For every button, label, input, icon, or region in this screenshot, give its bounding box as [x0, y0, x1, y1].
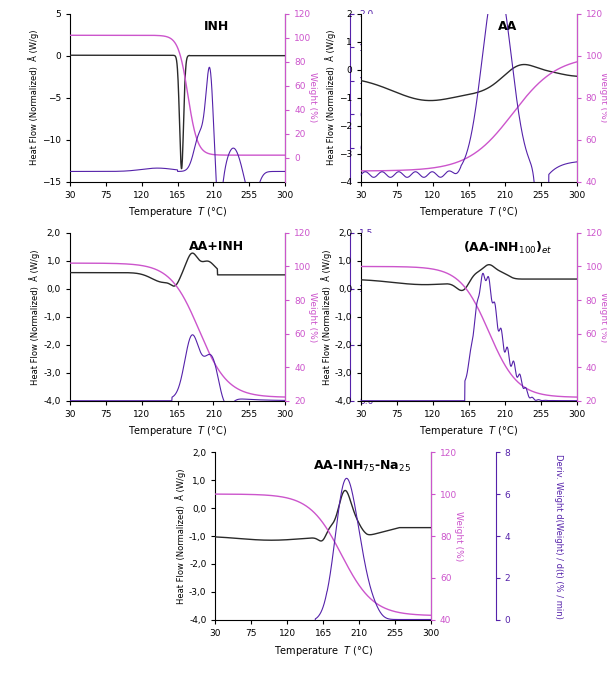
Y-axis label: Weight (%): Weight (%)	[308, 73, 317, 123]
X-axis label: Temperature  $T$ (°C): Temperature $T$ (°C)	[128, 205, 227, 219]
Y-axis label: Weight (%): Weight (%)	[600, 73, 607, 123]
Y-axis label: Deriv. Weight d(Weight) / d(T) (% / °C): Deriv. Weight d(Weight) / d(T) (% / °C)	[417, 17, 426, 178]
Text: AA+INH: AA+INH	[189, 240, 244, 253]
Y-axis label: Weight (%): Weight (%)	[454, 511, 463, 561]
Y-axis label: Heat Flow (Normalized)  Å (W/g): Heat Flow (Normalized) Å (W/g)	[325, 30, 336, 165]
Y-axis label: Deriv. Weight d(Weight) / d(T) (% / °C): Deriv. Weight d(Weight) / d(T) (% / °C)	[417, 236, 426, 397]
Text: AA: AA	[498, 21, 517, 34]
Text: INH: INH	[204, 21, 229, 34]
Y-axis label: Heat Flow (Normalized)  Å (W/g): Heat Flow (Normalized) Å (W/g)	[175, 469, 186, 603]
Y-axis label: Heat Flow (Normalized)  Å (W/g): Heat Flow (Normalized) Å (W/g)	[30, 249, 41, 384]
X-axis label: Temperature  $T$ (°C): Temperature $T$ (°C)	[128, 424, 227, 438]
X-axis label: Temperature  $T$ (°C): Temperature $T$ (°C)	[274, 643, 373, 658]
Y-axis label: Weight (%): Weight (%)	[308, 292, 317, 342]
Y-axis label: Weight (%): Weight (%)	[600, 292, 607, 342]
Y-axis label: Heat Flow (Normalized)  Å (W/g): Heat Flow (Normalized) Å (W/g)	[321, 249, 332, 384]
Text: AA-INH$_{75}$-Na$_{25}$: AA-INH$_{75}$-Na$_{25}$	[313, 459, 411, 474]
Y-axis label: Deriv. Weight d(Weight) / d(t) (% / min): Deriv. Weight d(Weight) / d(t) (% / min)	[554, 453, 563, 619]
X-axis label: Temperature  $T$ (°C): Temperature $T$ (°C)	[419, 424, 518, 438]
X-axis label: Temperature  $T$ (°C): Temperature $T$ (°C)	[419, 205, 518, 219]
Y-axis label: Heat Flow (Normalized)  Å (W/g): Heat Flow (Normalized) Å (W/g)	[28, 30, 39, 165]
Text: (AA-INH$_{100}$)$_{et}$: (AA-INH$_{100}$)$_{et}$	[463, 240, 552, 256]
